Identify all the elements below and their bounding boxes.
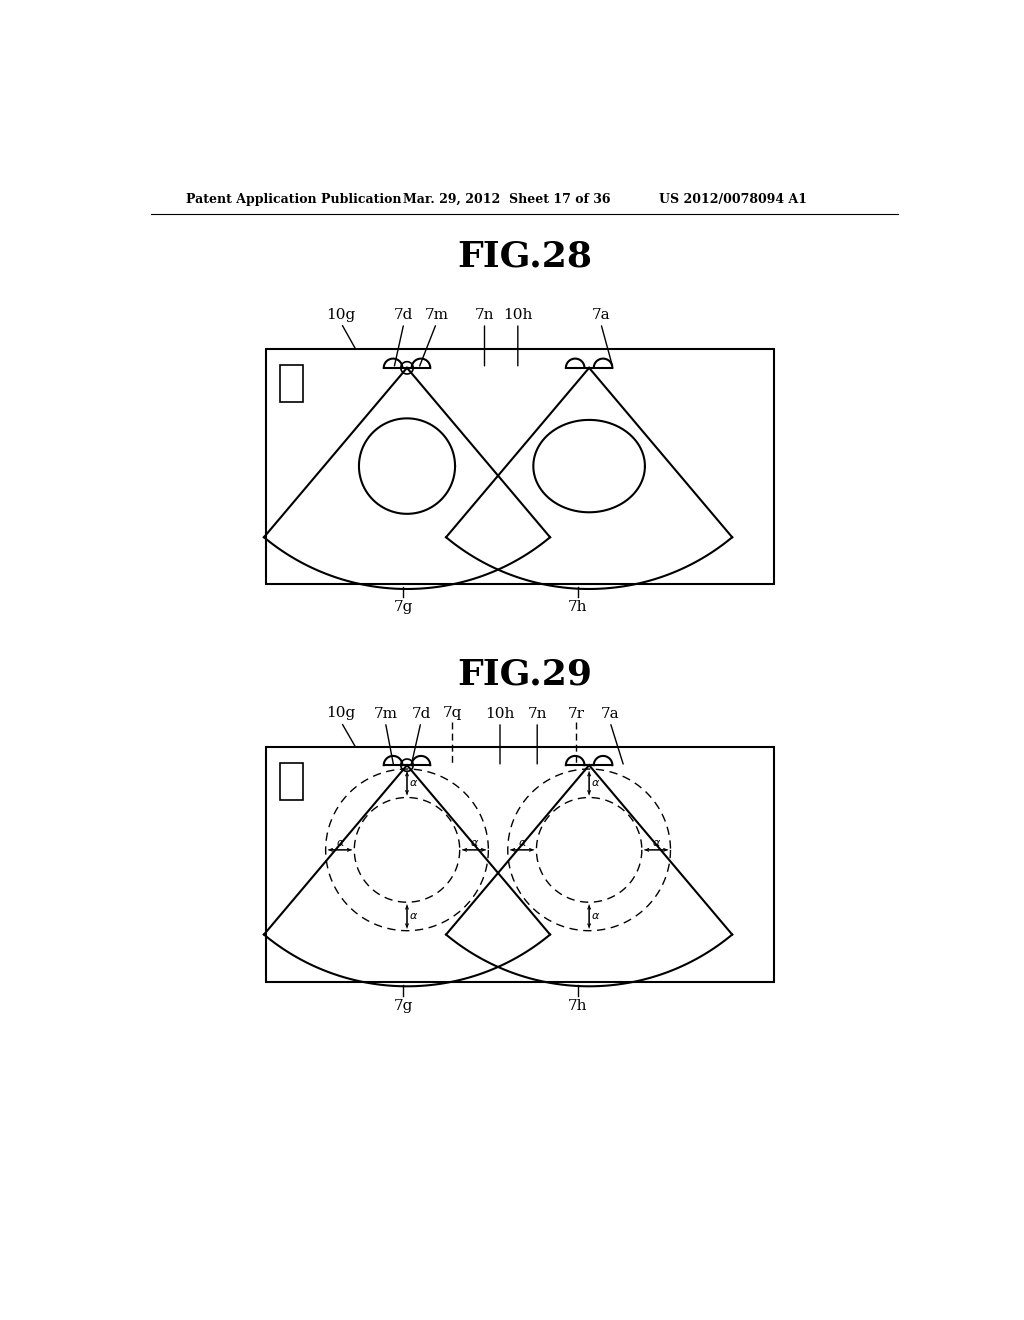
Text: 10g: 10g bbox=[327, 308, 355, 322]
Text: α: α bbox=[518, 838, 525, 847]
Text: Mar. 29, 2012  Sheet 17 of 36: Mar. 29, 2012 Sheet 17 of 36 bbox=[403, 193, 610, 206]
Text: 7h: 7h bbox=[567, 999, 587, 1014]
Text: 7a: 7a bbox=[601, 706, 620, 721]
Text: US 2012/0078094 A1: US 2012/0078094 A1 bbox=[658, 193, 807, 206]
Bar bbox=[280, 763, 303, 800]
Text: α: α bbox=[592, 779, 599, 788]
Text: 7g: 7g bbox=[393, 999, 413, 1014]
Text: 7g: 7g bbox=[393, 601, 413, 614]
Text: 10h: 10h bbox=[485, 706, 515, 721]
Text: α: α bbox=[652, 838, 659, 847]
Text: 10g: 10g bbox=[327, 706, 355, 721]
Text: FIG.28: FIG.28 bbox=[458, 240, 592, 275]
Text: α: α bbox=[410, 912, 417, 921]
Text: 7r: 7r bbox=[567, 706, 585, 721]
Text: FIG.29: FIG.29 bbox=[458, 657, 592, 692]
Text: 7n: 7n bbox=[475, 308, 495, 322]
Text: 7m: 7m bbox=[425, 308, 449, 322]
Text: α: α bbox=[336, 838, 344, 847]
Text: 7h: 7h bbox=[567, 601, 587, 614]
Text: 7d: 7d bbox=[412, 706, 431, 721]
Text: 7q: 7q bbox=[442, 706, 462, 721]
Text: α: α bbox=[470, 838, 478, 847]
Text: 7d: 7d bbox=[394, 308, 414, 322]
Text: 10h: 10h bbox=[503, 308, 532, 322]
Text: Patent Application Publication: Patent Application Publication bbox=[186, 193, 401, 206]
Text: α: α bbox=[410, 779, 417, 788]
Text: α: α bbox=[592, 912, 599, 921]
Bar bbox=[280, 364, 303, 401]
Bar bbox=[266, 747, 773, 982]
Bar bbox=[266, 350, 773, 585]
Text: 7m: 7m bbox=[374, 706, 397, 721]
Text: 7n: 7n bbox=[527, 706, 547, 721]
Text: 7a: 7a bbox=[592, 308, 610, 322]
